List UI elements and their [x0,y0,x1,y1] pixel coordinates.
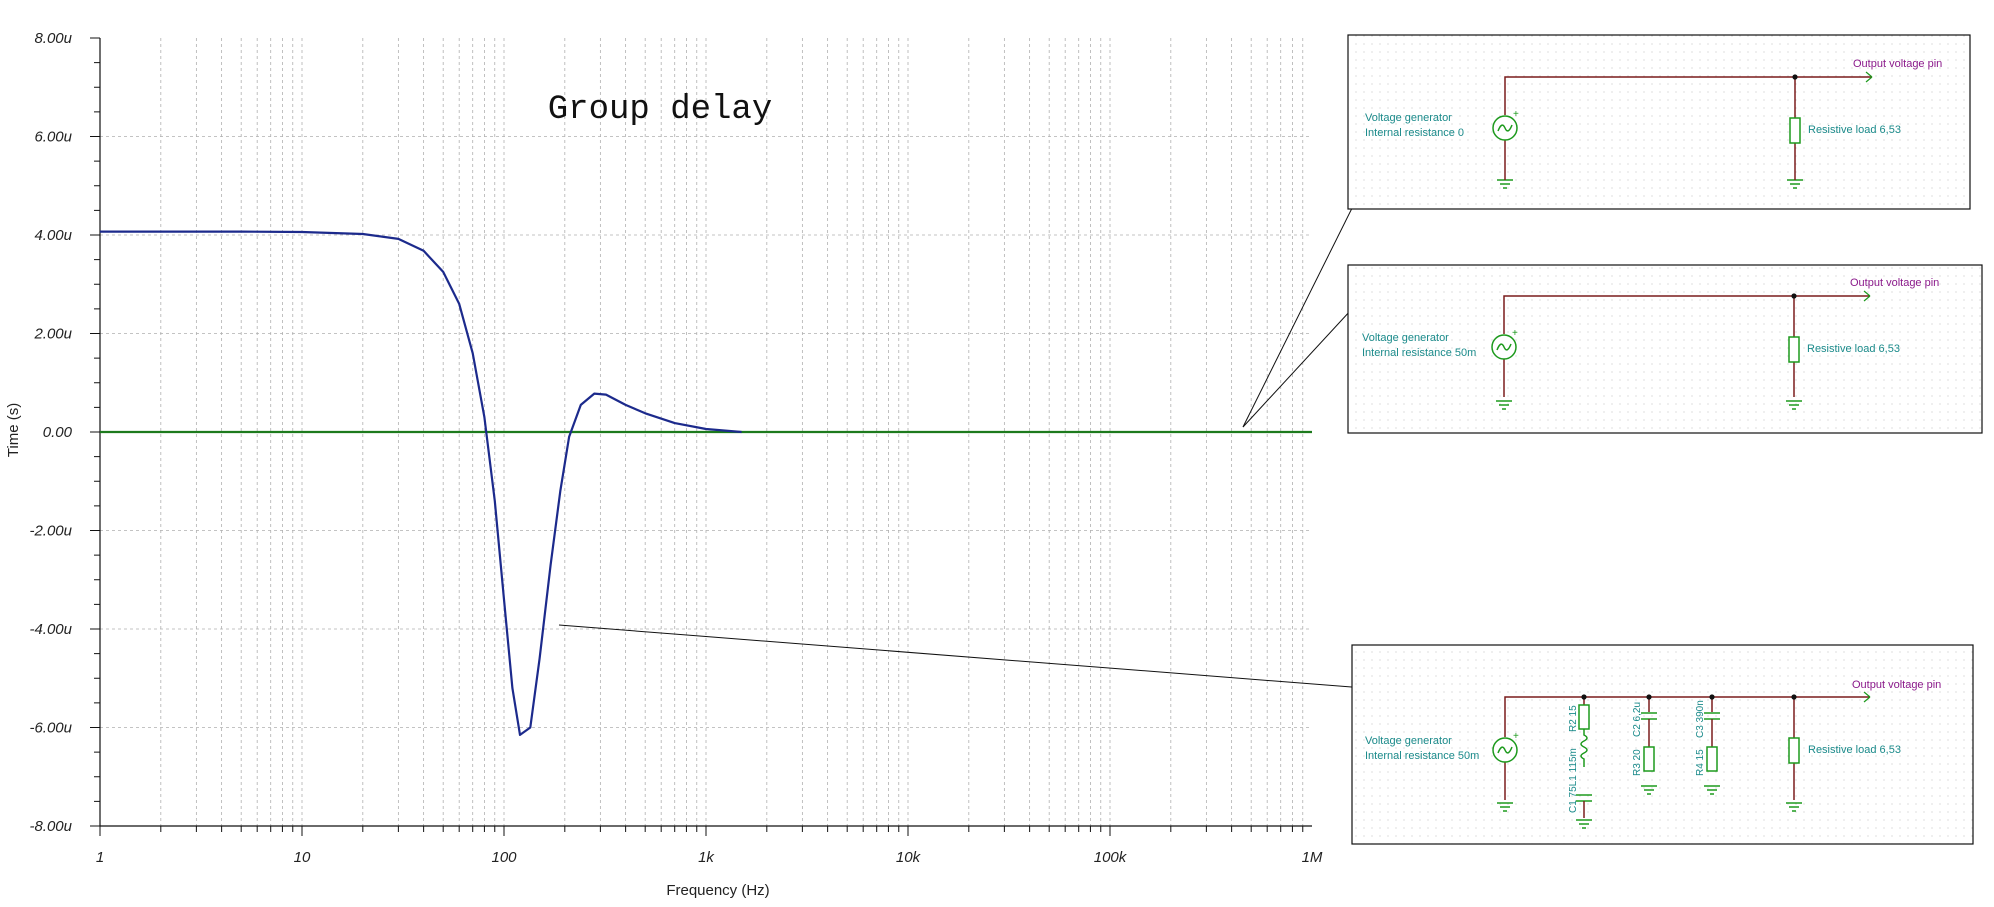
y-tick-label: 6.00u [34,129,72,146]
callout-lines [558,161,1391,691]
x-tick-label: 10k [896,849,922,866]
generator-resistance-label: Internal resistance 50m [1365,750,1479,762]
junction-dot [1791,293,1797,299]
y-tick-label: 0.00 [43,424,73,441]
generator-label: Voltage generator [1365,112,1452,124]
c2-label: C2 6,2u [1632,702,1643,737]
load-label: Resistive load 6,53 [1808,124,1901,136]
resistor-icon [1706,746,1718,772]
output-pin-label: Output voltage pin [1852,679,1941,691]
output-pin-icon [1863,290,1871,302]
y-tick-label: -2.00u [29,523,72,540]
x-axis-label: Frequency (Hz) [666,882,769,899]
y-tick-label: 8.00u [34,30,72,47]
schematic-wires [1504,76,1872,175]
output-pin-icon [1863,691,1871,703]
output-pin-label: Output voltage pin [1850,277,1939,289]
tick-labels: 1 10 100 1k 10k 100k 1M 8.00u 6.00u 4.00u 2.00u 0.0… [29,30,1322,866]
y-tick-label: -4.00u [29,621,72,638]
generator-label: Voltage generator [1362,332,1449,344]
voltage-source-icon: + [1492,731,1519,763]
schematic-panel-3: + Voltage gener [1351,644,1974,845]
r4-label: R4 15 [1695,749,1706,776]
junction-dot [1792,74,1798,80]
svg-text:+: + [1513,731,1519,742]
schematic-panel-2: + Voltage generator Internal resistance … [1347,264,1983,434]
resistor-icon [1643,746,1655,772]
resistor-icon [1788,336,1800,363]
series [100,230,1312,737]
inductor-icon [1580,729,1588,767]
output-pin-label: Output voltage pin [1853,58,1942,70]
ground-icon [1496,400,1802,410]
schematic-panel-1: + Voltage generator Internal resistance … [1347,34,1971,210]
load-label: Resistive load 6,53 [1807,343,1900,355]
svg-text:+: + [1513,109,1519,120]
y-tick-label: 4.00u [34,227,72,244]
voltage-source-icon: + [1491,328,1518,360]
r3-label: R3 20 [1632,749,1643,776]
series-line [100,230,742,737]
y-tick-label: 2.00u [33,326,72,343]
svg-text:+: + [1512,328,1518,339]
ground-icon [1497,802,1802,812]
x-tick-label: 1 [96,849,104,866]
output-pin-icon [1865,71,1873,83]
resistor-icon [1789,117,1801,144]
schematic-wires [1503,295,1870,397]
chart-title: Group delay [548,91,772,129]
rlc-branch-1 [1576,704,1592,829]
x-tick-label: 1k [698,849,715,866]
schematic-frame [1347,264,1983,434]
rc-branch-2 [1641,712,1657,795]
junction-dots [1581,694,1797,700]
x-tick-label: 10 [294,849,311,866]
grid [100,38,1312,826]
x-tick-label: 100k [1094,849,1128,866]
schematic-frame [1347,34,1971,210]
rc-branch-3 [1704,712,1720,795]
generator-resistance-label: Internal resistance 0 [1365,127,1464,139]
y-tick-label: -6.00u [29,720,72,737]
y-tick-label: -8.00u [29,818,72,835]
x-tick-label: 100 [491,849,517,866]
voltage-source-icon: + [1492,109,1519,141]
callout-line-bottom [558,624,1391,691]
generator-label: Voltage generator [1365,735,1452,747]
resistor-icon [1788,737,1800,764]
r2-label: R2 15 [1568,705,1579,732]
c3-label: C3 390n [1695,700,1706,738]
y-axis-label: Time (s) [5,403,22,457]
ground-icon [1497,175,1803,189]
generator-resistance-label: Internal resistance 50m [1362,347,1476,359]
x-tick-label: 1M [1302,849,1323,866]
load-label: Resistive load 6,53 [1808,744,1901,756]
resistor-icon [1578,704,1590,730]
axes [90,37,1312,836]
schematic-frame [1351,644,1974,845]
c1-l1-label: C1 75L1 115m [1568,748,1579,813]
